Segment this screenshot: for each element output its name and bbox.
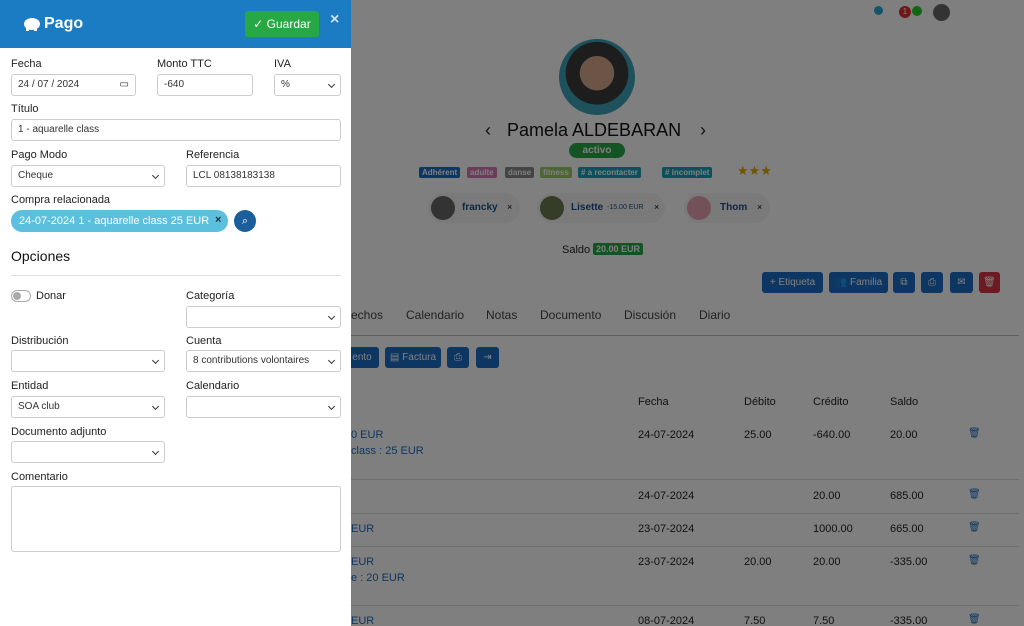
mode-select[interactable]: Cheque xyxy=(11,165,165,187)
chip-label: 24-07-2024 1 - aquarelle class 25 EUR xyxy=(19,215,210,227)
account-select[interactable]: 8 contributions volontaires xyxy=(186,350,341,372)
panel-title: Pago xyxy=(44,15,84,32)
section-title: Opciones xyxy=(11,248,71,264)
field-label: IVA xyxy=(274,58,291,70)
close-button[interactable]: × xyxy=(330,11,340,28)
field-label: Documento adjunto xyxy=(11,426,107,438)
title-input[interactable]: 1 - aquarelle class xyxy=(11,119,341,141)
input-value: 24 / 07 / 2024 xyxy=(18,79,80,90)
reference-input[interactable]: LCL 08138183138 xyxy=(186,165,341,187)
amount-input[interactable]: -640 xyxy=(157,74,253,96)
save-button[interactable]: ✓ Guardar xyxy=(245,11,319,37)
field-label: Fecha xyxy=(11,58,42,70)
field-label: Distribución xyxy=(11,335,69,347)
payment-panel: Pago ✓ Guardar × Fecha 24 / 07 / 2024 ▭ M… xyxy=(0,0,351,626)
date-input[interactable]: 24 / 07 / 2024 ▭ xyxy=(11,74,136,96)
field-label: Pago Modo xyxy=(11,149,68,161)
entity-select[interactable]: SOA club xyxy=(11,396,165,418)
chip-remove[interactable]: × xyxy=(215,214,222,226)
piggy-icon xyxy=(24,18,40,31)
field-label: Categoría xyxy=(186,290,235,302)
field-label: Calendario xyxy=(186,380,240,392)
comment-textarea[interactable] xyxy=(11,486,341,552)
field-label: Comentario xyxy=(11,471,68,483)
calendar-select[interactable] xyxy=(186,396,341,418)
distribution-select[interactable] xyxy=(11,350,165,372)
field-label: Entidad xyxy=(11,380,49,392)
donate-toggle[interactable] xyxy=(11,290,31,302)
field-label: Monto TTC xyxy=(157,58,212,70)
divider xyxy=(11,275,341,276)
field-label: Título xyxy=(11,103,39,115)
field-label: Compra relacionada xyxy=(11,194,111,206)
vat-select[interactable]: % xyxy=(274,74,341,96)
search-button[interactable]: ⌕ xyxy=(234,210,256,232)
attachment-select[interactable] xyxy=(11,441,165,463)
button-label: Guardar xyxy=(266,17,311,31)
calendar-icon[interactable]: ▭ xyxy=(119,79,129,90)
purchase-chip[interactable]: 24-07-2024 1 - aquarelle class 25 EUR × xyxy=(11,210,228,232)
backdrop[interactable] xyxy=(351,0,1024,626)
field-label: Donar xyxy=(36,290,66,302)
field-label: Referencia xyxy=(186,149,240,161)
field-label: Cuenta xyxy=(186,335,222,347)
category-select[interactable] xyxy=(186,306,341,328)
